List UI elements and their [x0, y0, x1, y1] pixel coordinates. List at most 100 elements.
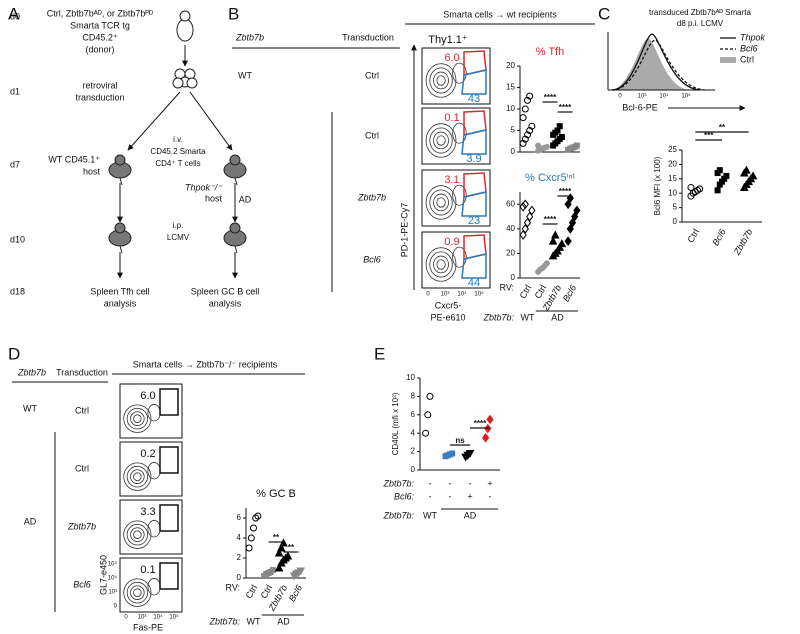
infection-text: LCMV [167, 233, 190, 242]
gate-value: 3.9 [466, 153, 481, 165]
data-point [543, 143, 550, 150]
mouse-body [176, 18, 194, 42]
data-point [526, 211, 534, 222]
significance-label: **** [559, 103, 572, 112]
data-point [556, 123, 563, 130]
gate [159, 504, 179, 532]
gate [461, 69, 487, 95]
panel-header: Smarta cells → Zbtb7b⁻/⁻ recipients [133, 359, 278, 369]
data-point [252, 514, 260, 522]
data-point [521, 135, 529, 143]
sign: - [449, 491, 452, 501]
data-point [723, 172, 730, 179]
row-label: Bcl6 [73, 579, 91, 589]
flow-plot [119, 441, 183, 497]
analysis-text: Spleen GC B cell [191, 286, 260, 296]
y-tick-label: 5 [511, 126, 516, 135]
gate-value: 44 [468, 277, 480, 289]
day-label: d1 [10, 86, 20, 96]
sign: - [469, 478, 472, 488]
contour [425, 247, 457, 282]
contour [436, 259, 446, 270]
x-tick-label: Bcl6 [561, 283, 578, 303]
contour [433, 131, 449, 150]
flow-tick-label: 10³ [638, 94, 647, 100]
flow-tick-label: 10³ [108, 590, 117, 596]
y-tick-label: 40 [506, 224, 515, 233]
y-tick-label: 15 [668, 174, 677, 183]
significance-label: ** [288, 543, 295, 552]
data-point [279, 538, 288, 547]
sign: - [429, 478, 432, 488]
day-label: d18 [10, 286, 25, 296]
x-tick-label: Ctrl [244, 583, 260, 600]
y-tick-label: 10 [406, 373, 415, 382]
data-point [422, 429, 430, 437]
plot-title: % GC B [256, 488, 296, 500]
sign: - [489, 491, 492, 501]
mouse-head [179, 10, 191, 22]
data-point [524, 96, 531, 104]
gate-value: 3.3 [140, 506, 155, 518]
legend-label: Ctrl [740, 54, 754, 64]
plot-title: % Cxcr5ⁱⁿᵗ [525, 172, 576, 184]
genotype-label: Zbtb7b: [208, 616, 240, 626]
data-point [564, 236, 572, 246]
y-tick-label: 20 [506, 249, 515, 258]
transfer-text: i.v. [173, 135, 183, 144]
data-point [742, 165, 751, 174]
data-point [269, 567, 276, 573]
transduction-text: transduction [75, 92, 124, 102]
sign-label: Bcl6: [394, 491, 415, 501]
genotype-value: AD [464, 510, 477, 520]
panel-label: C [598, 4, 610, 23]
y-tick-label: 2 [237, 553, 242, 562]
data-point [519, 230, 527, 240]
data-point [566, 224, 574, 234]
data-point [543, 260, 550, 267]
host-text: WT CD45.1⁺ [48, 154, 100, 164]
contour [133, 414, 142, 423]
plot-title: % Tfh [536, 46, 565, 58]
gate [461, 191, 487, 217]
donor-text: CD45.2⁺ [82, 32, 118, 42]
gate [159, 562, 179, 590]
genotype-value: WT [521, 312, 535, 322]
y-tick-label: 15 [506, 83, 515, 92]
contour [126, 407, 148, 430]
y-tick-label: 8 [411, 392, 416, 401]
contour [452, 122, 467, 144]
x-tick-label: Bcl6 [287, 583, 304, 603]
flow-tick-label: 10³ [138, 615, 147, 621]
data-point [426, 392, 434, 400]
histogram [611, 39, 706, 91]
mouse-icon [223, 222, 247, 254]
row-label: Bcl6 [363, 254, 381, 264]
contour [433, 255, 449, 274]
data-point [449, 450, 456, 457]
genotype-value: AD [277, 616, 290, 626]
axis-label: Fas-PE [133, 622, 163, 632]
y-tick-label: 0 [673, 217, 678, 226]
data-point [557, 239, 567, 248]
legend-label: Thpok [740, 32, 766, 42]
flow-tick-label: 10⁵ [169, 614, 179, 621]
data-point [247, 534, 255, 542]
flow-tick-label: 10³ [441, 292, 450, 298]
mouse-head [229, 222, 241, 234]
genotype: AD [24, 516, 37, 526]
mouse-icon [108, 222, 132, 254]
y-tick-label: 20 [668, 160, 677, 169]
contour [123, 520, 152, 549]
contour [429, 251, 453, 278]
axis-label: Cxcr5- [435, 300, 462, 310]
genotype: AD [239, 194, 252, 204]
data-point [276, 543, 286, 552]
axis-label: PE-e610 [430, 312, 465, 322]
analysis-text: analysis [209, 298, 242, 308]
contour [429, 127, 453, 154]
panel-label: B [228, 4, 239, 23]
axis-label: Bcl-6-PE [622, 102, 658, 112]
y-tick-label: 0 [411, 465, 416, 474]
mouse-tail [234, 177, 238, 186]
